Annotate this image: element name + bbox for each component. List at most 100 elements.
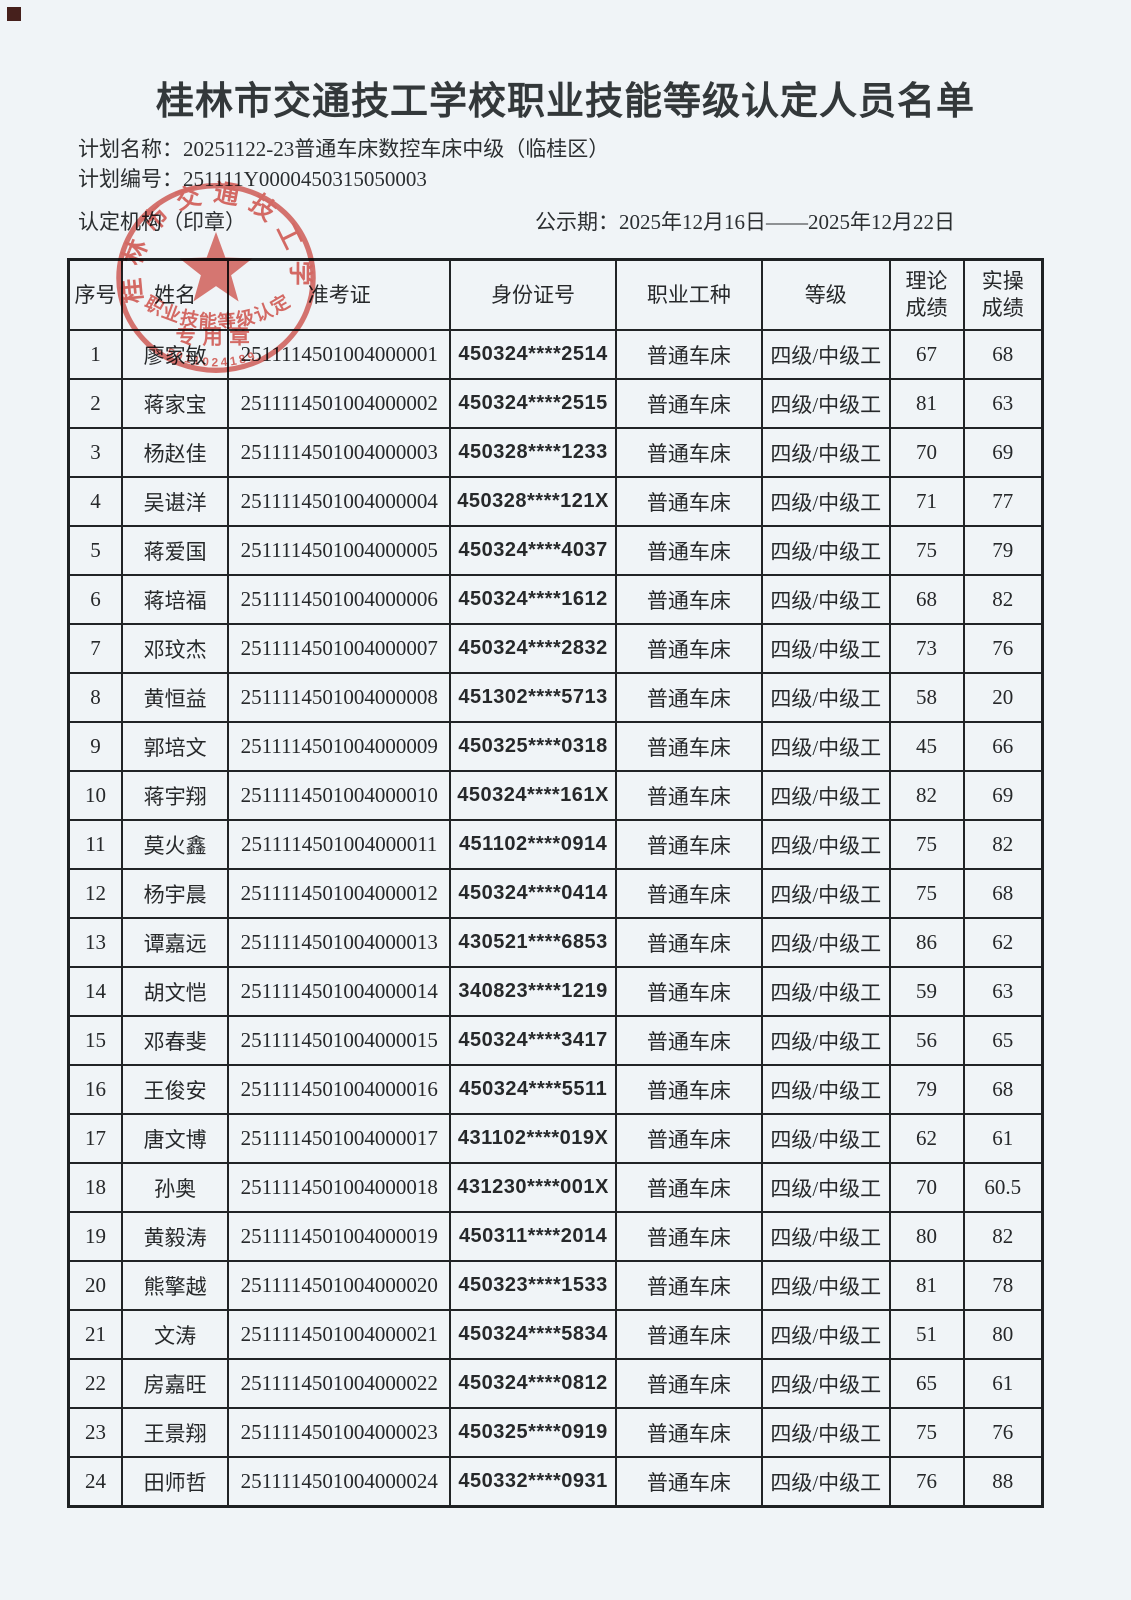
cell-practice-score: 76	[962, 1407, 1044, 1458]
cell-id-no: 431230****001X	[449, 1162, 617, 1213]
cell-occupation: 普通车床	[614, 1358, 763, 1409]
cell-id-no: 450324****5511	[449, 1064, 617, 1115]
cell-level: 四级/中级工	[760, 427, 891, 478]
cell-ticket-no: 2511114501004000018	[227, 1162, 452, 1213]
cell-level: 四级/中级工	[760, 1358, 891, 1409]
cell-name: 邓玟杰	[121, 623, 230, 674]
cell-occupation: 普通车床	[614, 378, 763, 429]
cell-ticket-no: 2511114501004000004	[227, 476, 452, 527]
cell-practice-score: 76	[962, 623, 1044, 674]
plan-name-line: 计划名称：20251122-23普通车床数控车床中级（临桂区）	[78, 134, 609, 164]
cell-id-no: 450324****2832	[449, 623, 617, 674]
cell-id-no: 450332****0931	[449, 1456, 617, 1508]
cell-id-no: 450323****1533	[449, 1260, 617, 1311]
cell-id-no: 450324****0812	[449, 1358, 617, 1409]
cell-index: 7	[67, 623, 124, 674]
column-header-id-no: 身份证号	[449, 258, 617, 331]
table-row: 12 杨宇晨 2511114501004000012 450324****0414 普通…	[67, 868, 1044, 919]
cell-occupation: 普通车床	[614, 1260, 763, 1311]
org-publicity-row: 认定机构（印章） 公示期：2025年12月16日——2025年12月22日	[78, 206, 1038, 236]
cell-name: 廖家敏	[121, 329, 230, 380]
cell-occupation: 普通车床	[614, 623, 763, 674]
cell-name: 蒋家宝	[121, 378, 230, 429]
cell-name: 黄毅涛	[121, 1211, 230, 1262]
cell-occupation: 普通车床	[614, 770, 763, 821]
cell-level: 四级/中级工	[760, 574, 891, 625]
cell-practice-score: 66	[962, 721, 1044, 772]
cell-level: 四级/中级工	[760, 1162, 891, 1213]
cell-theory-score: 76	[888, 1456, 965, 1508]
cell-level: 四级/中级工	[760, 378, 891, 429]
table-header-row: 序号 姓名 准考证 身份证号 职业工种 等级 理论 成绩 实操 成绩	[67, 258, 1044, 331]
cell-index: 6	[67, 574, 124, 625]
cell-index: 10	[67, 770, 124, 821]
cell-name: 莫火鑫	[121, 819, 230, 870]
cell-ticket-no: 2511114501004000001	[227, 329, 452, 380]
cell-ticket-no: 2511114501004000007	[227, 623, 452, 674]
cell-theory-score: 81	[888, 1260, 965, 1311]
cell-level: 四级/中级工	[760, 1211, 891, 1262]
table-row: 9 郭培文 2511114501004000009 450325****0318 普通车…	[67, 721, 1044, 772]
cell-theory-score: 75	[888, 868, 965, 919]
cell-id-no: 450328****1233	[449, 427, 617, 478]
table-row: 4 吴谌洋 2511114501004000004 450328****121X 普通车…	[67, 476, 1044, 527]
cell-name: 吴谌洋	[121, 476, 230, 527]
plan-no-label: 计划编号：	[78, 167, 183, 191]
results-table-body: 1 廖家敏 2511114501004000001 450324****2514 普通车…	[67, 329, 1044, 1508]
cell-ticket-no: 2511114501004000016	[227, 1064, 452, 1115]
org-label: 认定机构（印章）	[78, 210, 246, 234]
cell-occupation: 普通车床	[614, 917, 763, 968]
cell-index: 18	[67, 1162, 124, 1213]
cell-theory-score: 56	[888, 1015, 965, 1066]
cell-theory-score: 70	[888, 427, 965, 478]
cell-name: 田师哲	[121, 1456, 230, 1508]
cell-index: 19	[67, 1211, 124, 1262]
cell-index: 2	[67, 378, 124, 429]
cell-theory-score: 75	[888, 525, 965, 576]
table-row: 24 田师哲 2511114501004000024 450332****0931 普通…	[67, 1456, 1044, 1508]
cell-name: 王俊安	[121, 1064, 230, 1115]
plan-no-value: 251111Y0000450315050003	[183, 167, 427, 191]
cell-theory-score: 65	[888, 1358, 965, 1409]
cell-practice-score: 82	[962, 819, 1044, 870]
cell-ticket-no: 2511114501004000005	[227, 525, 452, 576]
cell-ticket-no: 2511114501004000011	[227, 819, 452, 870]
cell-ticket-no: 2511114501004000022	[227, 1358, 452, 1409]
publicity-label: 公示期：	[535, 210, 619, 234]
cell-practice-score: 65	[962, 1015, 1044, 1066]
cell-id-no: 450324****3417	[449, 1015, 617, 1066]
cell-index: 14	[67, 966, 124, 1017]
cell-id-no: 451302****5713	[449, 672, 617, 723]
cell-occupation: 普通车床	[614, 721, 763, 772]
cell-theory-score: 58	[888, 672, 965, 723]
cell-occupation: 普通车床	[614, 966, 763, 1017]
cell-practice-score: 68	[962, 868, 1044, 919]
cell-level: 四级/中级工	[760, 1407, 891, 1458]
table-row: 16 王俊安 2511114501004000016 450324****5511 普通…	[67, 1064, 1044, 1115]
cell-occupation: 普通车床	[614, 1309, 763, 1360]
cell-level: 四级/中级工	[760, 819, 891, 870]
cell-index: 9	[67, 721, 124, 772]
table-row: 20 熊擎越 2511114501004000020 450323****1533 普通…	[67, 1260, 1044, 1311]
cell-practice-score: 20	[962, 672, 1044, 723]
cell-ticket-no: 2511114501004000002	[227, 378, 452, 429]
cell-name: 孙奥	[121, 1162, 230, 1213]
table-row: 8 黄恒益 2511114501004000008 451302****5713 普通车…	[67, 672, 1044, 723]
table-row: 14 胡文恺 2511114501004000014 340823****1219 普通…	[67, 966, 1044, 1017]
cell-theory-score: 59	[888, 966, 965, 1017]
cell-id-no: 450311****2014	[449, 1211, 617, 1262]
column-header-theory-score: 理论 成绩	[888, 258, 965, 331]
column-header-practice-score: 实操 成绩	[962, 258, 1044, 331]
cell-id-no: 450324****5834	[449, 1309, 617, 1360]
cell-level: 四级/中级工	[760, 917, 891, 968]
cell-index: 22	[67, 1358, 124, 1409]
column-header-ticket-no: 准考证	[227, 258, 452, 331]
cell-id-no: 450324****1612	[449, 574, 617, 625]
cell-index: 3	[67, 427, 124, 478]
cell-practice-score: 68	[962, 329, 1044, 380]
cell-occupation: 普通车床	[614, 1162, 763, 1213]
table-row: 6 蒋培福 2511114501004000006 450324****1612 普通车…	[67, 574, 1044, 625]
table-row: 23 王景翔 2511114501004000023 450325****0919 普通…	[67, 1407, 1044, 1458]
table-row: 21 文涛 2511114501004000021 450324****5834 普通车…	[67, 1309, 1044, 1360]
cell-occupation: 普通车床	[614, 868, 763, 919]
